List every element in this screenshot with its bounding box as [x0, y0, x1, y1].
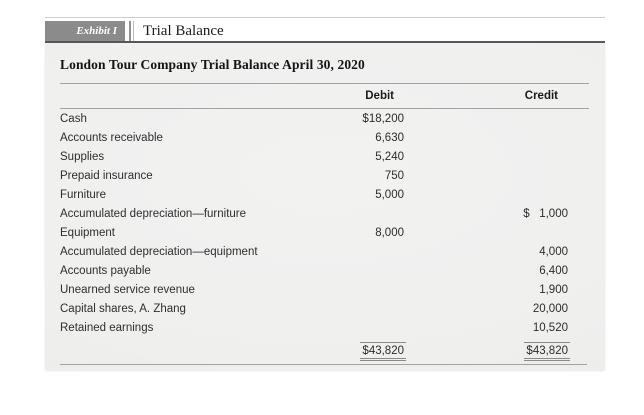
debit-amount: 8,000 [375, 226, 404, 239]
debit-amount: 750 [384, 169, 404, 182]
account-name: Supplies [60, 150, 105, 163]
credit-amount [425, 185, 589, 204]
credit-total-cell: $43,820 [425, 337, 589, 362]
tab-divider [129, 21, 134, 41]
account-name: Accounts receivable [60, 131, 163, 144]
account-name: Accumulated depreciation—equipment [60, 245, 258, 258]
debit-total-cell: $43,820 [289, 337, 425, 362]
debit-amount [289, 318, 425, 337]
account-name: Unearned service revenue [60, 283, 195, 296]
account-name: Retained earnings [60, 321, 154, 334]
credit-amount: 20,000 [532, 302, 568, 315]
credit-amount: 4,000 [539, 245, 568, 258]
credit-header-label: Credit [524, 90, 558, 102]
report-title: London Tour Company Trial Balance April … [60, 57, 365, 72]
credit-column-header: Credit [425, 83, 589, 109]
header-rule [45, 41, 605, 43]
debit-amount [289, 242, 425, 261]
exhibit-tab-bar: Exhibit I Trial Balance [45, 21, 605, 41]
debit-amount: 5,000 [375, 188, 404, 201]
table-row: Capital shares, A. Zhang 20,000 [60, 299, 589, 318]
top-hairline [45, 17, 605, 18]
credit-amount [425, 166, 589, 185]
totals-spacer [60, 337, 289, 362]
table-row: Cash $18,200 [60, 109, 589, 129]
table-row: Prepaid insurance 750 [60, 166, 589, 185]
table-row: Furniture 5,000 [60, 185, 589, 204]
table-row: Equipment 8,000 [60, 223, 589, 242]
exhibit-label: Exhibit I [45, 21, 125, 41]
credit-amount [425, 109, 589, 129]
account-name: Accumulated depreciation—furniture [60, 207, 247, 220]
credit-total: $43,820 [524, 342, 570, 361]
credit-amount: 6,400 [539, 264, 568, 277]
bottom-rule [60, 364, 587, 365]
credit-amount [425, 147, 589, 166]
account-name: Capital shares, A. Zhang [60, 302, 186, 315]
credit-amount: $ 1,000 [523, 207, 568, 220]
debit-column-header: Debit [289, 83, 425, 109]
table-row: Accounts receivable 6,630 [60, 128, 589, 147]
debit-amount: $18,200 [362, 112, 404, 125]
table-row: Supplies 5,240 [60, 147, 589, 166]
debit-amount [289, 299, 425, 318]
credit-amount: 10,520 [532, 321, 568, 334]
exhibit-tab-title: Trial Balance [143, 23, 224, 39]
debit-amount [289, 280, 425, 299]
debit-amount [289, 204, 425, 223]
table-row: Unearned service revenue 1,900 [60, 280, 589, 299]
account-name: Furniture [60, 188, 107, 201]
credit-amount [425, 128, 589, 147]
table-row: Accumulated depreciation—furniture $ 1,0… [60, 204, 589, 223]
column-header-row: Debit Credit [60, 83, 589, 109]
account-name: Cash [60, 112, 87, 125]
exhibit-panel: Exhibit I Trial Balance London Tour Comp… [45, 17, 605, 370]
credit-amount: 1,900 [539, 283, 568, 296]
account-column-header [60, 83, 289, 109]
account-name: Equipment [60, 226, 115, 239]
table-row: Retained earnings 10,520 [60, 318, 589, 337]
debit-total: $43,820 [360, 342, 406, 361]
trial-balance-table: Debit Credit Cash $18,200 Accounts recei… [60, 83, 589, 362]
debit-header-label: Debit [365, 90, 394, 102]
account-name: Accounts payable [60, 264, 151, 277]
trial-balance-card: London Tour Company Trial Balance April … [45, 43, 605, 370]
table-row: Accounts payable 6,400 [60, 261, 589, 280]
debit-amount [289, 261, 425, 280]
debit-amount: 6,630 [375, 131, 404, 144]
credit-amount [425, 223, 589, 242]
totals-row: $43,820 $43,820 [60, 337, 589, 362]
debit-amount: 5,240 [375, 150, 404, 163]
table-row: Accumulated depreciation—equipment 4,000 [60, 242, 589, 261]
account-name: Prepaid insurance [60, 169, 153, 182]
